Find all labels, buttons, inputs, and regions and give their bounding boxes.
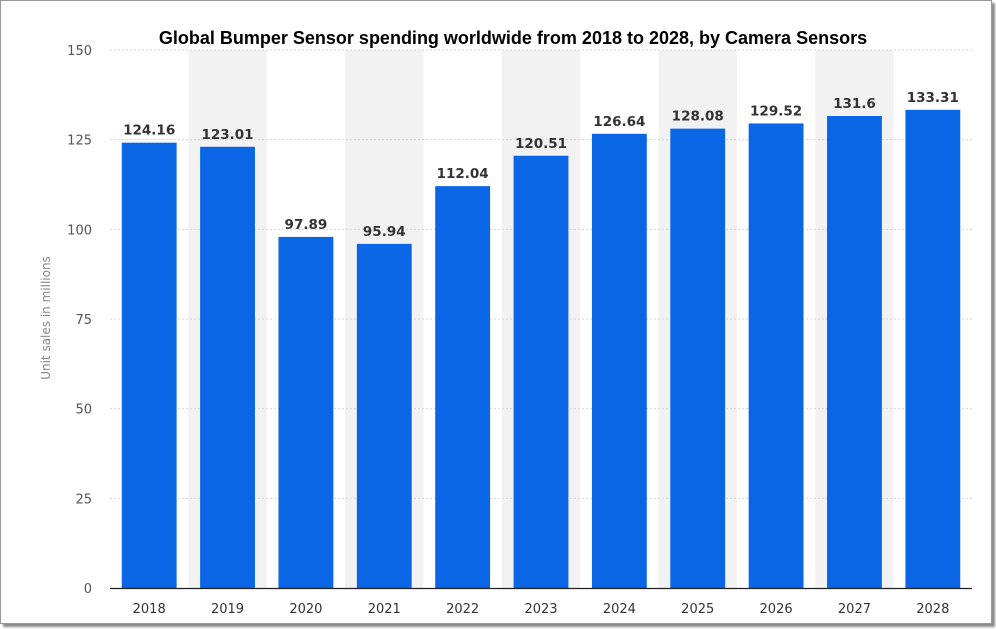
x-tick-label-2028: 2028 <box>916 602 949 617</box>
bar-2024 <box>591 133 647 588</box>
data-label-2025: 128.08 <box>672 109 724 125</box>
data-label-2020: 97.89 <box>285 217 328 233</box>
x-tick-label-2022: 2022 <box>446 602 479 617</box>
x-tick-label-2020: 2020 <box>289 602 322 617</box>
data-label-2021: 95.94 <box>363 224 406 240</box>
bar-2021 <box>356 243 412 588</box>
data-label-2028: 133.31 <box>907 90 959 106</box>
data-label-2023: 120.51 <box>515 136 567 152</box>
y-tick-label-125: 125 <box>67 134 92 149</box>
y-tick-label-100: 100 <box>67 223 92 238</box>
data-label-2024: 126.64 <box>593 114 645 130</box>
bar-2019 <box>200 146 255 588</box>
y-tick-label-0: 0 <box>84 582 92 597</box>
x-tick-label-2025: 2025 <box>681 602 714 617</box>
x-tick-label-2018: 2018 <box>133 602 166 617</box>
y-axis-label: Unit sales in millions <box>39 256 53 380</box>
x-tick-label-2027: 2027 <box>838 602 871 617</box>
chart-title: Global Bumper Sensor spending worldwide … <box>159 28 867 48</box>
bar-2023 <box>513 155 569 588</box>
y-tick-label-75: 75 <box>75 313 92 328</box>
x-tick-label-2021: 2021 <box>368 602 401 617</box>
data-label-2019: 123.01 <box>201 127 253 143</box>
y-tick-label-50: 50 <box>75 403 92 418</box>
data-labels: 124.16 123.01 97.89 95.94 112.04 120.51 126.64… <box>123 90 959 240</box>
y-tick-label-25: 25 <box>75 492 92 507</box>
x-axis-ticks: 2018 2019 2020 2021 2022 2023 2024 2025 2026 2027… <box>133 602 950 617</box>
bar-2018 <box>121 142 177 588</box>
y-axis-ticks: 0 25 50 75 100 125 150 <box>67 44 92 597</box>
bar-2022 <box>435 186 491 588</box>
data-label-2026: 129.52 <box>750 103 802 119</box>
x-tick-label-2026: 2026 <box>760 602 793 617</box>
x-tick-label-2019: 2019 <box>211 602 244 617</box>
bar-2025 <box>670 128 726 588</box>
data-label-2022: 112.04 <box>437 166 489 182</box>
data-label-2027: 131.6 <box>833 96 876 112</box>
bar-2026 <box>748 123 804 589</box>
bars <box>121 109 961 589</box>
x-tick-label-2024: 2024 <box>603 602 636 617</box>
y-tick-label-150: 150 <box>67 44 92 59</box>
bar-2028 <box>905 109 961 589</box>
bar-2020 <box>278 236 334 589</box>
data-label-2018: 124.16 <box>123 123 175 139</box>
x-tick-label-2023: 2023 <box>524 602 557 617</box>
bar-2027 <box>827 115 882 589</box>
